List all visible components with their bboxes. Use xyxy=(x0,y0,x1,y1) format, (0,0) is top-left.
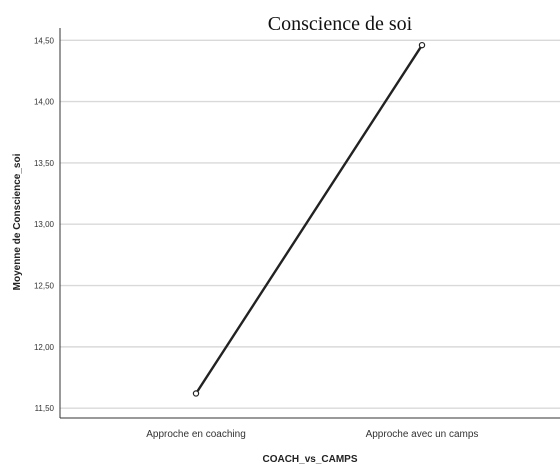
series-line xyxy=(194,44,424,395)
y-tick-labels: 11,50 12,00 12,50 13,00 13,50 14,00 14,50 xyxy=(34,36,55,413)
data-point xyxy=(418,41,426,49)
y-tick-label: 11,50 xyxy=(35,404,55,413)
y-tick-label: 14,00 xyxy=(34,98,55,107)
y-tick-label: 13,50 xyxy=(34,159,55,168)
x-category-labels: Approche en coaching Approche avec un cam… xyxy=(146,429,478,440)
y-tick-label: 12,50 xyxy=(34,282,55,291)
y-tick-label: 12,00 xyxy=(34,343,55,352)
data-point xyxy=(192,390,200,397)
y-tick-label: 13,00 xyxy=(34,220,55,229)
chart-title: Conscience de soi xyxy=(268,13,413,35)
x-category-label: Approche en coaching xyxy=(146,429,246,440)
x-category-label: Approche avec un camps xyxy=(366,429,479,440)
y-axis-label: Moyenne de Conscience_soi xyxy=(12,153,23,290)
x-axis-label: COACH_vs_CAMPS xyxy=(262,454,357,465)
gridlines xyxy=(60,39,560,409)
series-group xyxy=(192,41,426,397)
y-tick-label: 14,50 xyxy=(34,36,55,45)
